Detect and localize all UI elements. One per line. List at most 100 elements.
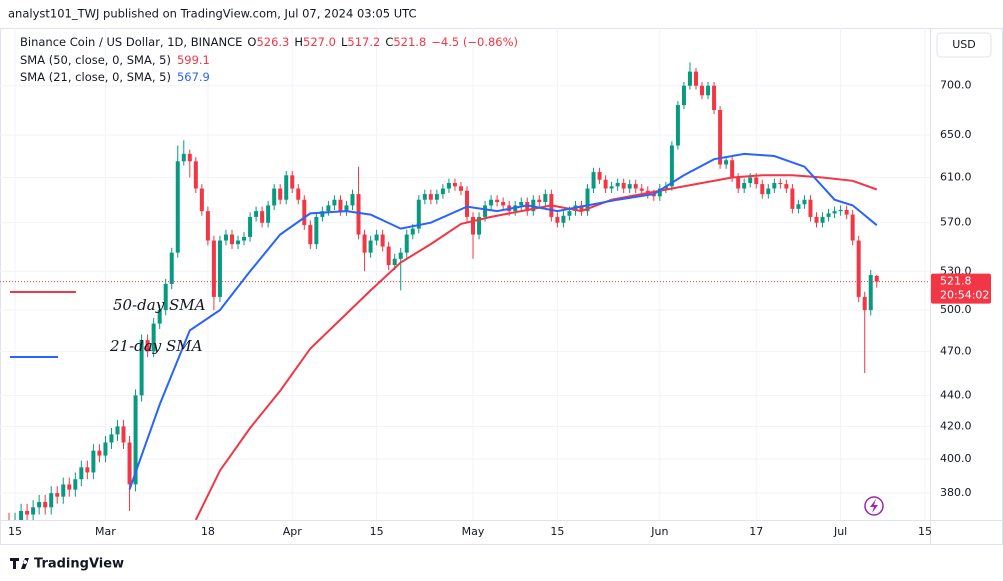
candle-body bbox=[567, 211, 572, 216]
candle-body bbox=[320, 211, 325, 217]
candle-body bbox=[25, 510, 30, 515]
event-icon[interactable] bbox=[864, 496, 884, 516]
candle-body bbox=[242, 236, 247, 241]
candle-body bbox=[657, 188, 662, 197]
y-tick-label: 440.0 bbox=[940, 388, 972, 401]
candle-body bbox=[410, 228, 415, 235]
legend-main: Binance Coin / US Dollar, 1D, BINANCE O52… bbox=[20, 35, 518, 49]
candle-body bbox=[296, 188, 301, 200]
series-last: 567.9 bbox=[177, 70, 210, 84]
candle-body bbox=[471, 216, 476, 235]
ohlc-value: 517.2 bbox=[347, 35, 380, 49]
ohlc-key: H bbox=[294, 35, 303, 49]
candle-body bbox=[621, 182, 626, 189]
y-tick-label: 500.0 bbox=[940, 303, 972, 316]
currency[interactable]: USD bbox=[952, 38, 976, 51]
candle-body bbox=[615, 182, 620, 187]
candle-body bbox=[489, 199, 494, 206]
ohlc-key: L bbox=[341, 35, 348, 49]
x-tick-label: Jun bbox=[650, 525, 668, 538]
candle-body bbox=[844, 209, 849, 215]
chart-title: Binance Coin / US Dollar, 1D, BINANCE bbox=[20, 35, 242, 49]
candle-body bbox=[669, 145, 674, 187]
candle-body bbox=[127, 442, 132, 485]
candle-body bbox=[802, 199, 807, 205]
series-last: 599.1 bbox=[177, 53, 210, 67]
candle-body bbox=[760, 184, 765, 195]
candle-body bbox=[103, 442, 108, 456]
candle-body bbox=[157, 310, 162, 324]
x-tick-label: Apr bbox=[283, 525, 303, 538]
candle-body bbox=[477, 216, 482, 235]
candle-body bbox=[326, 205, 331, 212]
candle-body bbox=[386, 246, 391, 265]
candle-body bbox=[597, 172, 602, 180]
plot-area bbox=[0, 62, 930, 520]
candle-body bbox=[495, 199, 500, 202]
candle-body bbox=[169, 252, 174, 284]
candle-body bbox=[175, 161, 180, 253]
candle-body bbox=[133, 395, 138, 485]
candle-body bbox=[742, 182, 747, 189]
x-tick-label: 15 bbox=[918, 525, 932, 538]
y-tick-label: 700.0 bbox=[940, 79, 972, 92]
candle-body bbox=[284, 175, 289, 200]
annotation: 21-day SMA bbox=[109, 337, 203, 355]
candle-body bbox=[91, 450, 96, 473]
candle-body bbox=[501, 201, 506, 206]
brand-logo bbox=[10, 558, 29, 569]
candle-body bbox=[543, 194, 548, 202]
ohlc-value: 526.3 bbox=[256, 35, 289, 49]
candle-body bbox=[446, 182, 451, 189]
x-tick-label: 17 bbox=[749, 525, 763, 538]
candle-body bbox=[416, 199, 421, 229]
candle-body bbox=[19, 510, 24, 520]
candle-body bbox=[790, 188, 795, 209]
candle-body bbox=[730, 160, 735, 178]
candle-body bbox=[217, 240, 222, 297]
candle-body bbox=[151, 323, 156, 352]
x-tick-label: 15 bbox=[8, 525, 22, 538]
y-tick-label: 650.0 bbox=[940, 128, 972, 141]
candle-body bbox=[344, 205, 349, 212]
candle-body bbox=[465, 190, 469, 217]
candle-body bbox=[748, 177, 753, 183]
candle-body bbox=[374, 234, 379, 241]
candle-body bbox=[31, 507, 36, 515]
candle-body bbox=[236, 240, 241, 245]
candle-body bbox=[254, 211, 259, 217]
candle-body bbox=[712, 85, 717, 110]
candle-body bbox=[67, 484, 72, 490]
ohlc: O526.3 H527.0 L517.2 C521.8 bbox=[247, 35, 426, 49]
candle-body bbox=[332, 199, 337, 206]
candle-body bbox=[223, 234, 228, 241]
currency-button[interactable] bbox=[936, 32, 992, 58]
candle-body bbox=[796, 204, 801, 209]
y-tick-label: 420.0 bbox=[940, 419, 972, 432]
candle-body bbox=[308, 225, 313, 245]
candle-body bbox=[868, 275, 873, 311]
candle-body bbox=[585, 188, 590, 212]
candle-body bbox=[145, 340, 150, 352]
price-label: 521.8 bbox=[940, 275, 972, 288]
sma-line bbox=[128, 152, 878, 490]
candle-body bbox=[193, 161, 198, 189]
candle-body bbox=[700, 85, 705, 96]
x-tick-label: 18 bbox=[201, 525, 215, 538]
annotation: 50-day SMA bbox=[113, 296, 206, 314]
candle-body bbox=[452, 182, 457, 187]
candle-body bbox=[736, 177, 741, 189]
candle-body bbox=[724, 160, 729, 165]
x-tick-label: Jul bbox=[833, 525, 847, 538]
candle-body bbox=[537, 199, 542, 202]
candle-body bbox=[55, 493, 60, 497]
candle-body bbox=[398, 252, 403, 259]
sma-line bbox=[194, 174, 878, 520]
candle-body bbox=[248, 216, 253, 237]
candle-body bbox=[675, 105, 680, 146]
candle-body bbox=[187, 153, 192, 162]
candle-body bbox=[519, 201, 524, 206]
x-tick-label: Mar bbox=[95, 525, 116, 538]
countdown: 20:54:02 bbox=[940, 289, 989, 302]
